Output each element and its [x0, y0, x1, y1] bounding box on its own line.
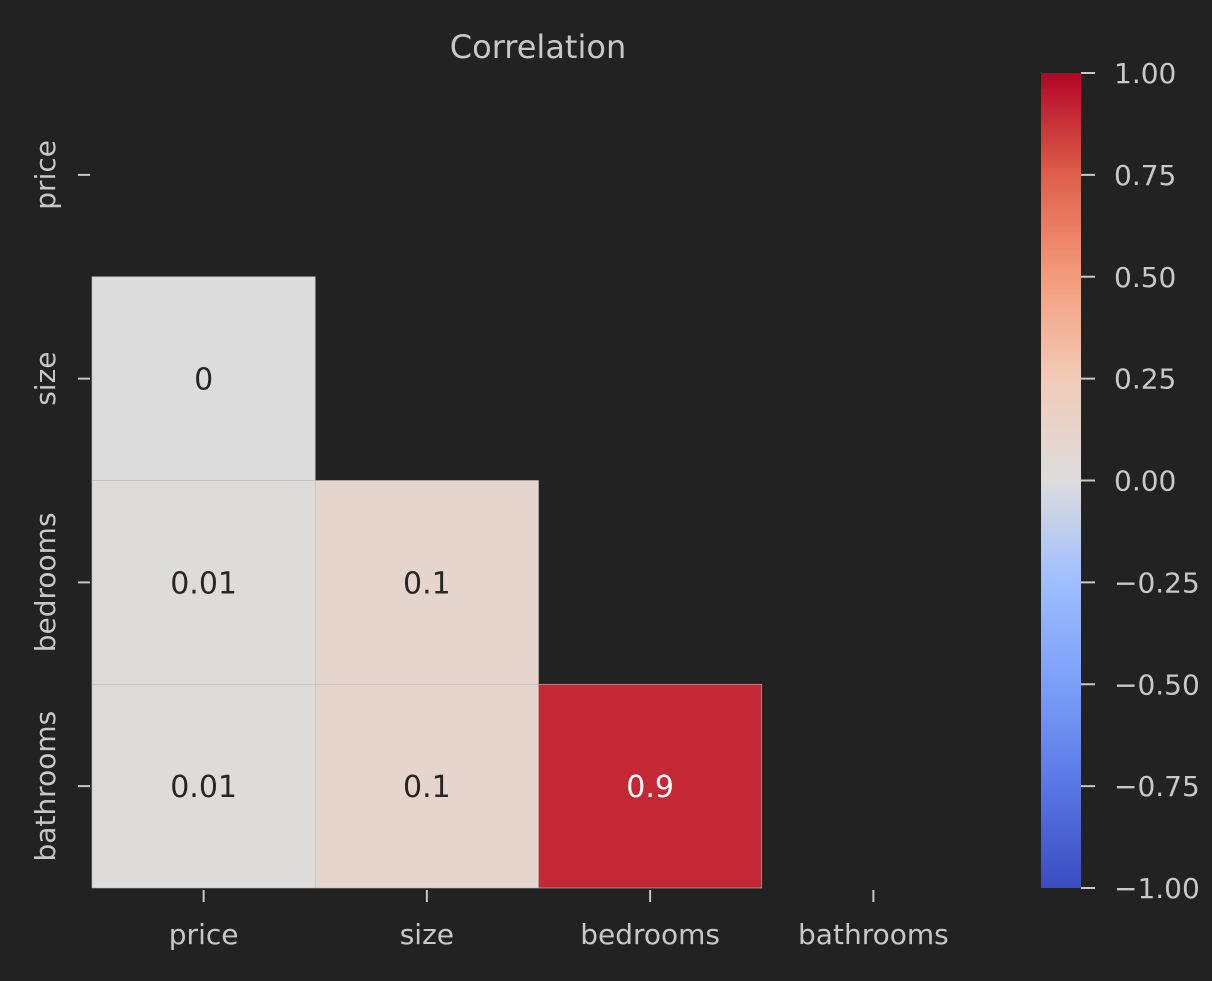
- chart-title: Correlation: [450, 28, 626, 66]
- heatmap-cell-size-price: [91, 276, 316, 481]
- colorbar-tick-label: 0.50: [1114, 261, 1176, 294]
- colorbar-tick-label: −0.50: [1114, 668, 1200, 701]
- cell-annotation: 0.01: [170, 770, 237, 805]
- x-tick-label-bathrooms: bathrooms: [798, 918, 949, 951]
- colorbar-tick-label: −1.00: [1114, 872, 1200, 905]
- heatmap-cell-bathrooms-price: [91, 683, 316, 889]
- cell-annotation: 0.9: [626, 770, 674, 805]
- x-tick-label-bedrooms: bedrooms: [580, 918, 720, 951]
- colorbar-tick-label: 0.00: [1114, 465, 1176, 498]
- x-tick-label-size: size: [400, 918, 454, 951]
- x-tick-label-price: price: [169, 918, 239, 951]
- cell-annotation: 0: [194, 363, 213, 398]
- heatmap-cell-bedrooms-size: [314, 480, 539, 685]
- y-axis: price size bedrooms bathrooms: [29, 140, 90, 861]
- heatmap-cells: 0 0.01 0.1 0.01 0.1 0.9: [91, 276, 763, 889]
- heatmap-cell-bathrooms-bedrooms: [538, 683, 763, 889]
- heatmap-cell-bathrooms-size: [314, 683, 539, 889]
- colorbar-gradient: [1041, 73, 1081, 888]
- colorbar: 1.00 0.75 0.50 0.25 0.00 −0.25 −0.50 −0.75 −1.00: [1041, 57, 1200, 905]
- cell-annotation: 0.01: [170, 566, 237, 601]
- cell-annotation: 0.1: [403, 566, 451, 601]
- colorbar-tick-label: −0.25: [1114, 566, 1200, 599]
- y-tick-label-size: size: [29, 351, 62, 405]
- colorbar-tick-label: −0.75: [1114, 770, 1200, 803]
- cell-annotation: 0.1: [403, 770, 451, 805]
- colorbar-tick-label: 0.75: [1114, 159, 1176, 192]
- y-tick-label-bathrooms: bathrooms: [29, 711, 62, 862]
- heatmap-cell-bedrooms-price: [91, 480, 316, 685]
- colorbar-tick-label: 1.00: [1114, 57, 1176, 90]
- x-axis: price size bedrooms bathrooms: [169, 890, 949, 951]
- y-tick-label-bedrooms: bedrooms: [29, 512, 62, 652]
- colorbar-tick-label: 0.25: [1114, 363, 1176, 396]
- y-tick-label-price: price: [29, 140, 62, 210]
